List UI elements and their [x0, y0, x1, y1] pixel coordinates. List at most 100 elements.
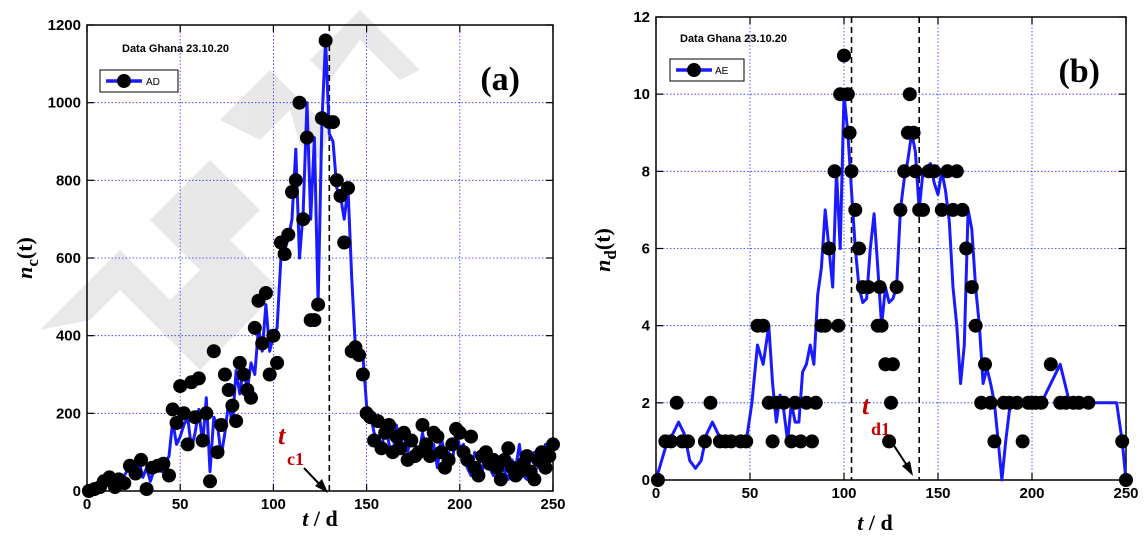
x-tick-label: 250 — [540, 496, 565, 513]
data-point — [134, 452, 149, 467]
data-point — [221, 383, 236, 397]
svg-text:nd(t): nd(t) — [590, 228, 620, 272]
data-point — [852, 241, 866, 256]
marker-group — [81, 33, 560, 498]
svg-text:t / d: t / d — [302, 506, 337, 531]
x-tick-label: 100 — [831, 485, 856, 502]
data-point — [916, 202, 930, 217]
panel-subtitle: Data Ghana 23.10.20 — [680, 33, 787, 45]
data-point — [897, 164, 912, 179]
x-tick-label: 250 — [1113, 485, 1138, 502]
data-point — [650, 473, 665, 487]
data-point — [861, 280, 876, 295]
data-point — [255, 336, 270, 351]
data-point — [165, 402, 180, 417]
data-point — [968, 318, 983, 333]
y-axis-sub: d — [601, 250, 620, 260]
x-axis-unit: / d — [863, 510, 892, 535]
grid-lines — [87, 25, 553, 491]
data-point — [527, 472, 542, 487]
data-point — [805, 434, 819, 449]
x-ticks: 0 50 100 150 200 250 — [652, 17, 1139, 502]
data-point — [964, 280, 979, 295]
watermark — [40, 10, 420, 370]
y-axis-title: nc(t) — [12, 237, 42, 279]
data-point — [262, 367, 277, 382]
data-point — [664, 434, 678, 449]
data-point — [266, 328, 281, 343]
data-point — [232, 355, 247, 370]
data-point — [236, 367, 251, 382]
data-point — [430, 429, 445, 444]
legend-marker — [117, 74, 131, 88]
y-tick-label: 1000 — [48, 95, 81, 112]
annotation-tc1: t c1 — [278, 421, 328, 493]
data-point — [203, 474, 217, 489]
data-point — [848, 202, 863, 217]
data-point — [292, 95, 307, 110]
data-point — [128, 466, 143, 481]
data-point — [519, 449, 534, 464]
data-point — [765, 434, 780, 449]
grid-lines — [656, 17, 1126, 480]
y-tick-label: 1200 — [48, 17, 81, 34]
x-tick-label: 50 — [172, 496, 189, 513]
data-point — [501, 441, 516, 456]
y-tick-label: 600 — [56, 250, 81, 267]
y-axis-rest: (t) — [12, 237, 37, 259]
data-point — [206, 344, 221, 359]
annotation-arrowhead — [902, 461, 913, 476]
data-point — [906, 125, 921, 140]
data-point — [831, 318, 846, 333]
y-tick-label: 800 — [56, 172, 81, 189]
data-point — [955, 202, 970, 217]
data-point — [311, 297, 326, 312]
data-point — [934, 202, 949, 217]
y-tick-label: 200 — [56, 405, 81, 422]
legend-label: AD — [146, 77, 160, 88]
y-axis-sub: c — [23, 259, 42, 267]
annotation-t: t — [862, 391, 870, 420]
data-point — [1043, 357, 1058, 372]
data-point — [927, 164, 942, 179]
y-tick-label: 12 — [633, 9, 650, 26]
y-tick-label: 2 — [642, 395, 650, 412]
data-point — [889, 280, 904, 295]
data-point — [117, 476, 132, 491]
x-axis-var: t — [857, 510, 864, 535]
x-tick-label: 0 — [83, 496, 91, 513]
annotation-td1: t d1 — [862, 391, 913, 476]
data-point — [874, 318, 889, 333]
x-axis-unit: / d — [308, 506, 337, 531]
x-ticks: 0 50 100 150 200 250 — [83, 25, 566, 513]
data-point — [818, 318, 833, 333]
marker-group — [650, 48, 1133, 487]
data-point — [793, 434, 808, 449]
data-point — [808, 395, 823, 410]
data-point — [908, 164, 923, 179]
data-point — [885, 357, 900, 372]
data-point — [844, 164, 859, 179]
data-point — [247, 320, 262, 335]
data-point — [703, 395, 718, 410]
data-point — [1010, 395, 1024, 410]
data-point — [546, 437, 560, 452]
data-point — [300, 130, 314, 145]
x-tick-label: 0 — [652, 485, 660, 502]
legend: AE — [669, 58, 745, 82]
data-point — [180, 437, 195, 452]
y-tick-label: 400 — [56, 328, 81, 345]
series-line — [86, 39, 555, 493]
y-ticks: 0 200 400 600 800 1000 1200 — [48, 17, 553, 500]
data-point — [270, 355, 285, 370]
data-point — [277, 247, 292, 262]
y-axis-var: n — [590, 260, 615, 272]
data-point — [176, 406, 191, 421]
data-point — [393, 441, 408, 456]
data-point — [374, 441, 389, 456]
y-tick-label: 6 — [642, 241, 650, 258]
annotation-sub: d1 — [871, 419, 890, 439]
data-point — [423, 449, 437, 464]
panel-label: (b) — [1058, 53, 1100, 90]
data-point — [788, 395, 803, 410]
